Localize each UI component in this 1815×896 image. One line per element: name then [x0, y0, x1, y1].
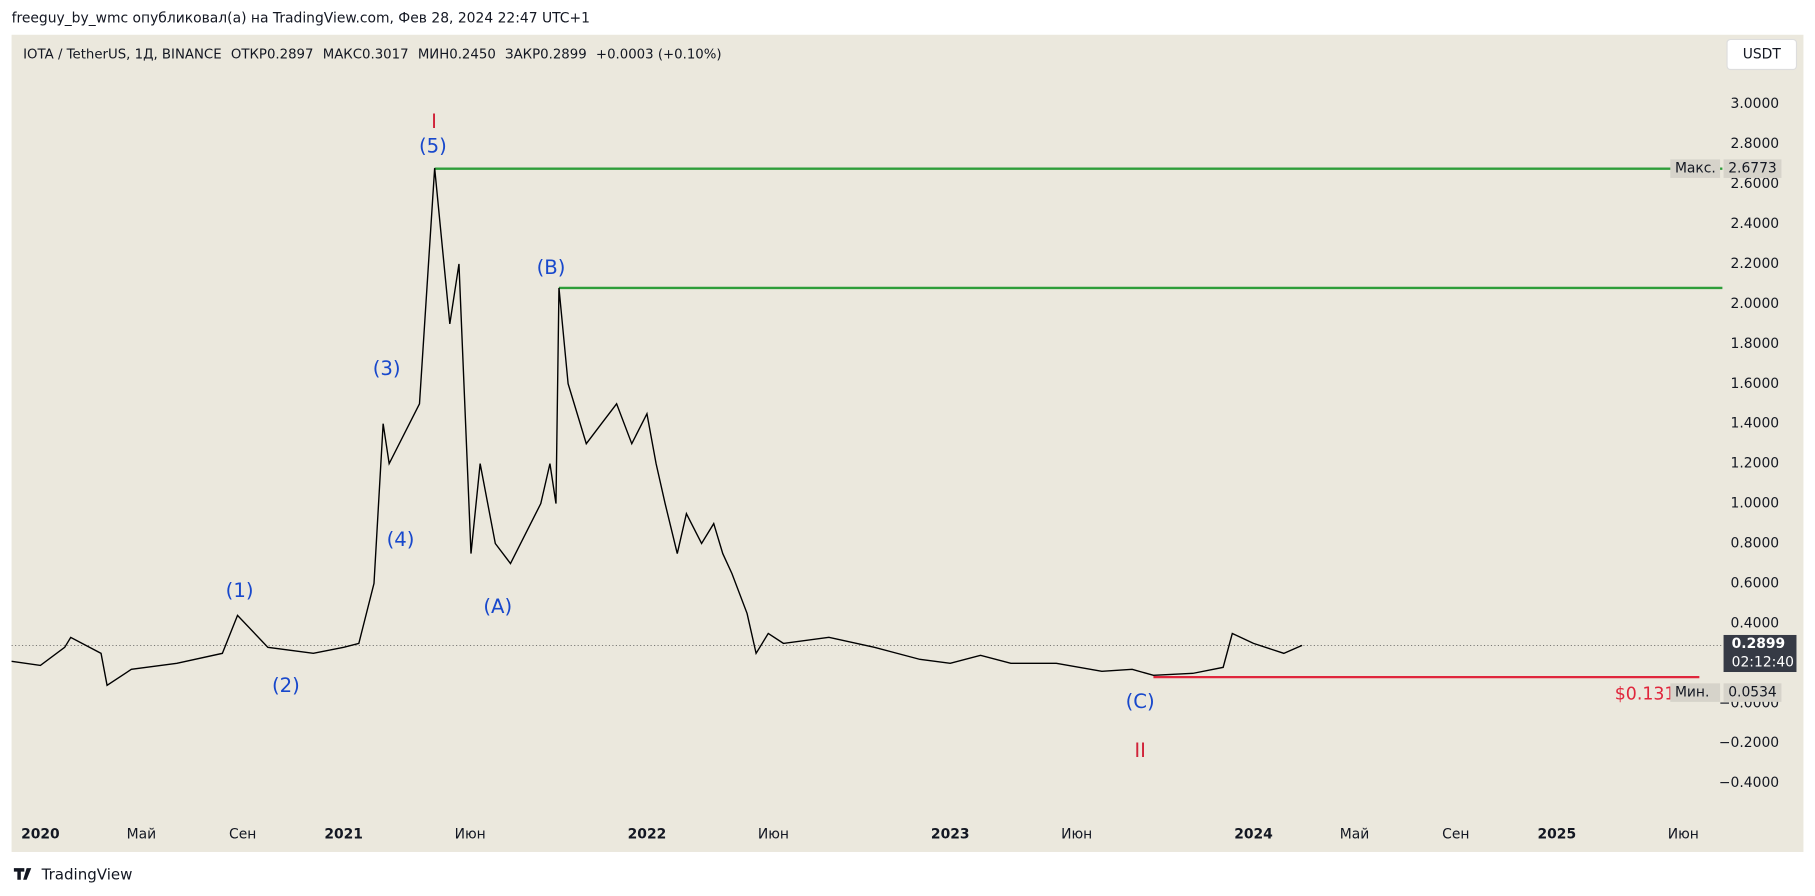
wave-label: (1) [226, 579, 254, 602]
y-tick-label: 0.8000 [1731, 536, 1780, 552]
x-tick-label: Сен [1442, 827, 1469, 843]
max-value-badge [1723, 159, 1782, 178]
wave-label: (C) [1126, 690, 1155, 713]
y-tick-label: 3.0000 [1731, 96, 1780, 112]
min-badge [1670, 683, 1721, 702]
legend: IOTA / TetherUS, 1Д, BINANCE ОТКР0.2897 МА… [23, 47, 721, 62]
y-tick-label: 2.2000 [1731, 256, 1780, 272]
ohlc-value: 0.2899 [540, 47, 587, 62]
y-tick-label: 1.8000 [1731, 336, 1780, 352]
wave-label: (A) [483, 595, 512, 618]
y-tick-label: 1.0000 [1731, 496, 1780, 512]
x-tick-label: Июн [1061, 827, 1092, 843]
max-badge [1670, 159, 1721, 178]
max-value: 2.6773 [1728, 161, 1777, 177]
y-tick-label: 2.6000 [1731, 176, 1780, 192]
y-tick-label: −0.4000 [1719, 775, 1779, 791]
wave-label: (2) [272, 674, 300, 697]
min-label: Мин. [1675, 685, 1709, 701]
y-tick-label: 0.6000 [1731, 575, 1780, 591]
price-line [11, 168, 1303, 687]
x-tick-label: Июн [1668, 827, 1699, 843]
x-tick-label: Июн [758, 827, 789, 843]
currency[interactable]: USDT [1743, 46, 1782, 62]
ohlc-label: МАКС [323, 47, 362, 62]
y-tick-label: 2.0000 [1731, 296, 1780, 312]
y-tick-label: 1.6000 [1731, 376, 1780, 392]
header: freeguy_by_wmc опубликовал(а) на Trading… [12, 11, 590, 27]
y-tick-label: 1.2000 [1731, 456, 1780, 472]
last-badge [1723, 634, 1797, 673]
y-tick-label: 2.4000 [1731, 216, 1780, 232]
ohlc-value: 0.2897 [267, 47, 314, 62]
y-tick-label: 1.4000 [1731, 416, 1780, 432]
brand: TradingView [41, 866, 133, 884]
ohlc-label: ОТКР [231, 47, 267, 62]
wave-label: (B) [537, 256, 566, 279]
ohlc-value: 0.2450 [449, 47, 496, 62]
wave-label: (5) [419, 135, 447, 158]
min-value-badge [1723, 683, 1782, 702]
wave-label: (3) [373, 357, 401, 380]
x-tick-label: 2022 [628, 827, 667, 843]
min-value: 0.0534 [1728, 685, 1777, 701]
x-tick-label: 2023 [931, 827, 970, 843]
ohlc-value: 0.3017 [362, 47, 409, 62]
ohlc-label: ЗАКР [505, 47, 540, 62]
ohlc-label: МИН [418, 47, 449, 62]
y-tick-label: 0.4000 [1731, 615, 1780, 631]
x-tick-label: Май [127, 827, 157, 843]
wave-label: (4) [387, 528, 415, 551]
y-tick-label: −0.2000 [1719, 735, 1779, 751]
x-tick-label: Май [1340, 827, 1369, 843]
x-tick-label: 2020 [21, 827, 60, 843]
x-tick-label: 2024 [1234, 827, 1273, 843]
wave-label: I [431, 110, 437, 133]
chart-panel [11, 34, 1804, 852]
last-value: 0.2899 [1732, 636, 1786, 652]
x-tick-label: 2021 [324, 827, 363, 843]
x-tick-label: Июн [455, 827, 486, 843]
x-tick-label: 2025 [1537, 827, 1576, 843]
countdown: 02:12:40 [1732, 655, 1794, 671]
logo [13, 868, 32, 880]
wave-label: II [1134, 739, 1146, 762]
currency-button[interactable] [1726, 38, 1798, 71]
max-label: Макс. [1675, 161, 1716, 177]
y-tick-label: 2.8000 [1731, 136, 1780, 152]
level-label: $0.131 [1615, 684, 1676, 704]
change: +0.0003 (+0.10%) [596, 47, 722, 62]
x-tick-label: Сен [229, 827, 256, 843]
symbol: IOTA / TetherUS, 1Д, BINANCE [23, 47, 221, 62]
